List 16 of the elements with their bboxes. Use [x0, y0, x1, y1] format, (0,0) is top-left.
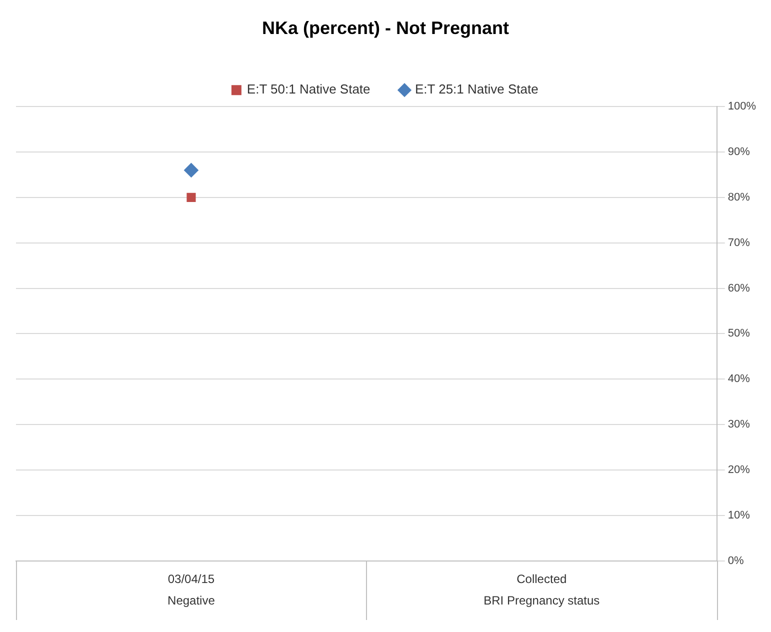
y-tick-label: 100%	[728, 100, 756, 113]
y-tick-label: 70%	[728, 236, 750, 249]
legend-label: E:T 50:1 Native State	[246, 82, 370, 97]
y-tick-label: 80%	[728, 191, 750, 204]
y-tick-label: 10%	[728, 509, 750, 522]
y-tick-label: 30%	[728, 418, 750, 431]
x-tick-label: 03/04/15 Negative	[168, 572, 216, 608]
y-tick-label: 60%	[728, 282, 750, 294]
y-tick-label: 90%	[728, 146, 750, 158]
y-tick-label: 40%	[728, 373, 750, 386]
chart-title: NKa (percent) - Not Pregnant	[262, 18, 510, 38]
y-tick-label: 20%	[728, 464, 750, 476]
y-tick-label: 50%	[728, 328, 750, 340]
x-tick-label: Collected BRI Pregnancy status	[484, 572, 600, 608]
y-tick-label: 0%	[728, 554, 744, 567]
legend-label: E:T 25:1 Native State	[415, 82, 538, 97]
